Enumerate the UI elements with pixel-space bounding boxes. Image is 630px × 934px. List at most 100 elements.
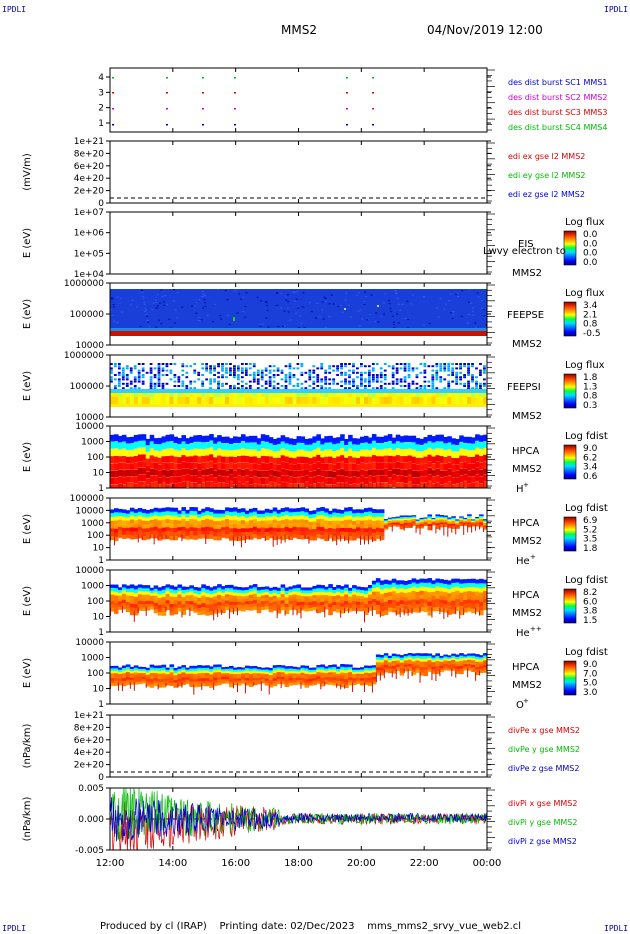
panel-5-cell-25-1 (209, 365, 212, 368)
panel-9-cell-88-5 (459, 666, 464, 669)
panel-9-cell-91-5 (471, 664, 476, 668)
panel-6-cell-71-0 (391, 437, 397, 444)
panel-5-cell-28-6 (221, 376, 224, 379)
panel-8-cell-61-3 (352, 594, 357, 599)
panel-5-c3-91 (471, 397, 476, 404)
panel-9-cell-73-7 (399, 672, 405, 676)
panel-9-cell-72-0 (395, 654, 401, 657)
panel-5-cell-72-3 (395, 369, 399, 372)
panel-5-cell-24-2 (205, 367, 209, 370)
panel-9-cell-72-4 (395, 662, 401, 665)
panel-4-speck-258 (204, 295, 207, 297)
panel-5-c2-28 (221, 393, 226, 397)
panel-9-cell-89-2 (463, 658, 468, 661)
panel-8-tail-30 (229, 608, 231, 619)
panel-8-ytick-label-1: 1000 (81, 582, 104, 592)
panel-8-cell-42-4 (276, 600, 282, 604)
panel-5-cell-81-8 (431, 380, 435, 383)
panel-5-c2-52 (316, 393, 321, 397)
panel-5-c3-2 (117, 397, 123, 404)
panel-7-cell-71-5 (391, 522, 397, 525)
panel-4-speck-152 (160, 289, 163, 291)
panel-6-cell-66-7 (371, 483, 377, 488)
panel-4-speck-100 (444, 303, 447, 305)
panel-9-cell-76-5 (411, 666, 417, 670)
panel-6-cell-14-0 (165, 434, 171, 442)
panel-5-cell-34-2 (244, 367, 248, 370)
panel-8-cell-1-2 (113, 591, 119, 596)
panel-4-speck-179 (173, 300, 176, 302)
panel-5-cell-51-3 (312, 369, 316, 372)
panel-8-cell-44-4 (284, 600, 290, 605)
panel-4-speck-6 (321, 309, 324, 311)
panel-9-cell-80-2 (427, 658, 433, 661)
panel-8-cell-29-0 (225, 584, 230, 589)
panel-9-cell-23-4 (201, 675, 206, 679)
panel-7-cell-36-1 (252, 511, 258, 516)
panel-8-cell-6-7 (133, 611, 139, 616)
panel-9-cell-44-2 (284, 671, 290, 675)
panel-8-cell-67-5 (375, 600, 381, 606)
panel-9-cell-27-0 (217, 664, 222, 668)
panel-5-c4-32 (236, 404, 242, 407)
panel-6-cell-27-0 (217, 435, 222, 442)
panel-8-cell-67-7 (375, 609, 381, 615)
panel-7-cell-48-4 (300, 523, 306, 528)
panel-8-cell-19-2 (185, 592, 190, 596)
panel-7-cell-62-1 (356, 512, 361, 517)
panel-9-cell-42-3 (276, 672, 282, 675)
panel-9-cell-29-4 (225, 675, 230, 678)
panel-6-tail-36 (252, 483, 254, 488)
panel-5-cell-19-11 (185, 387, 189, 390)
panel-7-cell-27-4 (217, 525, 222, 529)
panel-5-c3-30 (229, 397, 234, 404)
panel-5-spacecraft-label: MMS2 (512, 411, 542, 422)
panel-8-cell-41-3 (272, 595, 278, 599)
panel-8-cell-48-0 (300, 587, 306, 591)
panel-7-cell-4-0 (125, 510, 131, 514)
panel-7-cell-75-3 (407, 520, 413, 522)
panel-6-cell-38-5 (260, 470, 266, 478)
panel-6-cell-30-6 (229, 474, 234, 481)
panel-5-cell-17-8 (177, 380, 181, 383)
panel-8-cell-41-6 (272, 604, 278, 608)
panel-9-cell-9-7 (145, 683, 151, 687)
panel-5-cell-45-0 (288, 363, 292, 365)
panel-4-speck-221 (394, 290, 397, 292)
panel-7-tail-82 (435, 526, 437, 534)
panel-8-cell-94-3 (483, 590, 487, 595)
panel-6-cell-58-3 (340, 455, 345, 462)
panel-9-cell-69-2 (383, 657, 389, 661)
panel-6-cell-43-6 (280, 475, 286, 482)
panel-6-cell-72-4 (395, 461, 401, 469)
panel-9-cell-22-3 (197, 673, 202, 677)
panel-6-cell-57-4 (336, 462, 341, 470)
panel-9-cell-36-5 (252, 677, 258, 681)
panel-5-cell-58-1 (340, 365, 343, 368)
panel-5-cell-13-3 (161, 369, 165, 372)
panel-6-cell-21-3 (193, 455, 198, 462)
panel-6-cell-92-6 (475, 474, 480, 482)
panel-4-speck-250 (455, 293, 458, 295)
panel-9-cell-16-6 (173, 682, 179, 686)
panel-6-cell-58-6 (340, 476, 345, 483)
panel-5-cell-93-4 (479, 371, 482, 374)
panel-6-cell-91-3 (471, 456, 476, 464)
panel-9-cell-23-5 (201, 678, 206, 682)
panel-8-cell-30-6 (229, 605, 234, 609)
panel-5-cell-47-10 (296, 385, 300, 387)
panel-6-cell-26-5 (213, 470, 218, 478)
panel-4-speck-81 (120, 311, 123, 313)
panel-5-cell-2-4 (117, 371, 121, 374)
panel-8-cell-8-3 (141, 594, 147, 599)
panel-5-c2-11 (153, 393, 159, 397)
panel-9-cell-30-2 (229, 671, 234, 675)
panel-9-cell-86-7 (451, 668, 456, 671)
panel-6-cell-58-7 (340, 483, 345, 488)
panel-7-cell-51-4 (312, 525, 317, 530)
panel-9-cell-89-5 (463, 664, 468, 667)
panel-8-cell-64-3 (363, 597, 369, 602)
panel-5-cell-52-7 (316, 378, 320, 381)
panel-7-cell-52-0 (316, 507, 321, 512)
panel-4-speck-103 (341, 311, 344, 313)
